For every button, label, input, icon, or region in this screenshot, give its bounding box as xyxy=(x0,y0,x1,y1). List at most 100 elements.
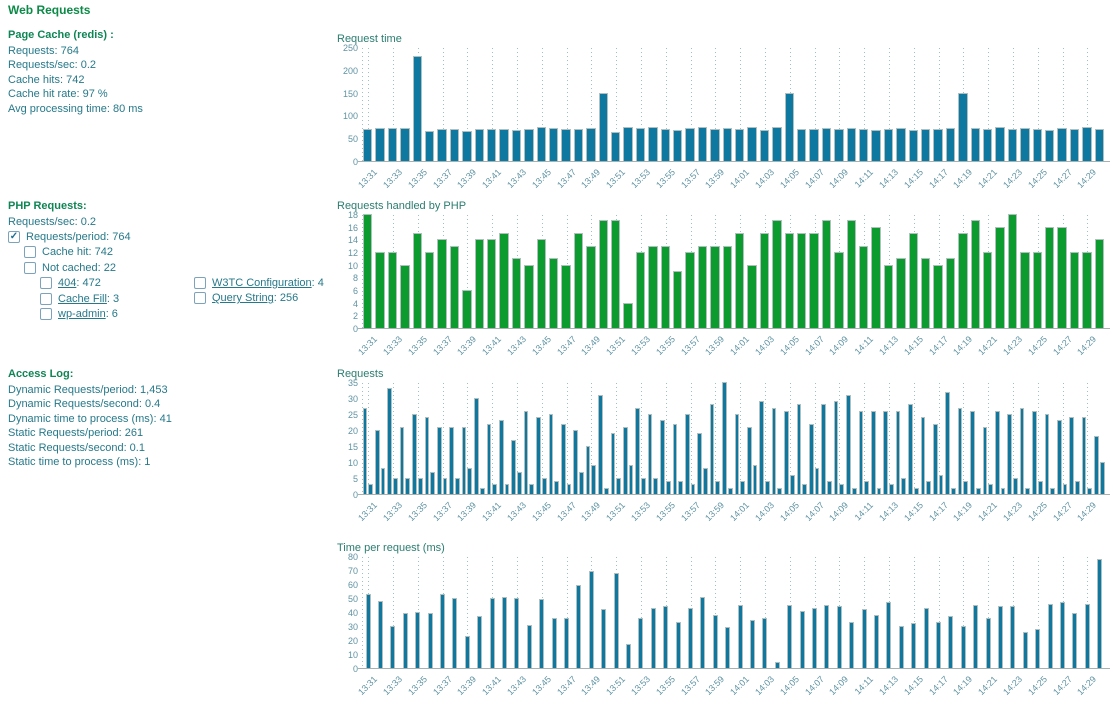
bar xyxy=(697,433,703,494)
grid-line xyxy=(913,48,915,162)
bar xyxy=(722,245,732,328)
checkbox-query-string[interactable] xyxy=(194,292,206,305)
bar xyxy=(948,616,954,668)
bar xyxy=(1032,129,1042,161)
y-tick-label: 16 xyxy=(347,222,358,233)
link-wp-admin[interactable]: wp-admin xyxy=(58,308,106,321)
y-tick-label: 25 xyxy=(347,410,358,420)
bar xyxy=(387,252,398,328)
checkbox-not-cached[interactable] xyxy=(24,261,36,274)
y-tick-label: 2 xyxy=(352,311,358,322)
chart-requests-handled-by-php: Requests handled by PHP 0 2 4 6 8 10 12 14 16 18 1… xyxy=(337,200,1113,369)
bar xyxy=(1069,129,1080,161)
link-404[interactable]: 404 xyxy=(58,277,77,290)
checkbox-cache-fill[interactable] xyxy=(40,292,52,305)
bar xyxy=(462,290,472,328)
bar xyxy=(1020,128,1030,161)
link-query-string[interactable]: Query String xyxy=(212,292,274,305)
checkbox-404[interactable] xyxy=(40,277,52,290)
bar xyxy=(759,401,765,494)
bar xyxy=(474,398,479,494)
bar xyxy=(747,126,757,161)
bar xyxy=(362,407,368,494)
bar xyxy=(789,474,795,494)
chart-title: Time per request (ms) xyxy=(337,542,445,554)
grid-line xyxy=(362,215,363,329)
bar xyxy=(365,593,371,668)
bar xyxy=(653,478,659,494)
grid-line xyxy=(715,48,717,162)
bar xyxy=(710,245,720,328)
grid-line xyxy=(492,383,494,495)
bar xyxy=(1094,436,1099,494)
bar xyxy=(477,616,483,668)
bar xyxy=(960,626,966,668)
grid-line xyxy=(467,557,469,669)
bar xyxy=(933,264,943,328)
bar xyxy=(467,468,473,494)
bar xyxy=(1007,129,1018,161)
y-tick-label: 8 xyxy=(352,273,358,284)
stat-line: Dynamic time to process (ms): 41 xyxy=(8,412,172,425)
stat-line: Cache hit rate: 97 % xyxy=(8,88,108,101)
bar xyxy=(908,130,918,161)
grid-line xyxy=(616,383,618,495)
bar xyxy=(452,598,458,668)
bar xyxy=(846,220,856,328)
bar xyxy=(1057,128,1067,161)
bar xyxy=(511,130,522,161)
chart-plot-area xyxy=(358,214,1110,329)
bar xyxy=(1044,414,1050,494)
bar xyxy=(387,388,393,494)
checkbox-row-wp-admin: wp-admin: 6 xyxy=(40,306,338,321)
bar xyxy=(641,478,646,494)
grid-line xyxy=(913,557,915,669)
bar xyxy=(536,239,546,328)
page-cache-heading: Page Cache (redis) : xyxy=(8,29,114,41)
bar xyxy=(811,607,817,668)
bar xyxy=(427,613,433,668)
php-requests-rate: Requests/sec: 0.2 xyxy=(8,216,97,228)
bar xyxy=(1084,603,1090,668)
grid-line xyxy=(362,48,363,162)
bar xyxy=(921,129,931,161)
bar xyxy=(1094,129,1104,161)
grid-line xyxy=(467,48,469,162)
bar xyxy=(908,404,913,494)
bar xyxy=(849,621,855,668)
bar xyxy=(752,465,758,494)
checkbox-cache-hit[interactable] xyxy=(24,246,36,259)
checkbox-wp-admin[interactable] xyxy=(40,308,52,321)
bar xyxy=(647,414,653,494)
checkbox-w3tc-configuration[interactable] xyxy=(194,276,206,289)
stat-line: Requests/sec: 0.2 xyxy=(8,59,97,72)
bar xyxy=(722,382,727,494)
y-tick-label: 200 xyxy=(342,65,358,76)
grid-line xyxy=(740,383,742,495)
link-w3tc-configuration[interactable]: W3TC Configuration xyxy=(212,276,312,289)
bar xyxy=(566,484,572,494)
bar xyxy=(449,128,460,161)
bar xyxy=(588,571,594,668)
checkbox-label-not-cached: Not cached: 22 xyxy=(42,261,116,274)
bar xyxy=(1032,410,1037,494)
bar xyxy=(709,404,715,494)
bar xyxy=(883,129,894,161)
bar xyxy=(784,410,789,494)
bar xyxy=(1050,487,1055,494)
bar xyxy=(576,585,582,668)
grid-line xyxy=(988,557,990,669)
bar xyxy=(846,394,851,494)
bar xyxy=(1097,558,1103,668)
bar xyxy=(737,605,743,668)
bar xyxy=(777,487,783,494)
checkbox-requests-period[interactable]: ✓ xyxy=(8,231,20,244)
link-cache-fill[interactable]: Cache Fill xyxy=(58,292,107,305)
grid-line xyxy=(938,48,940,162)
bar xyxy=(1059,602,1065,668)
stat-line: Static time to process (ms): 1 xyxy=(8,456,151,469)
bar xyxy=(1057,226,1067,328)
bar xyxy=(834,252,844,328)
checkbox-label-cache-fill: Cache Fill: 3 xyxy=(58,292,120,305)
bar xyxy=(400,264,410,328)
